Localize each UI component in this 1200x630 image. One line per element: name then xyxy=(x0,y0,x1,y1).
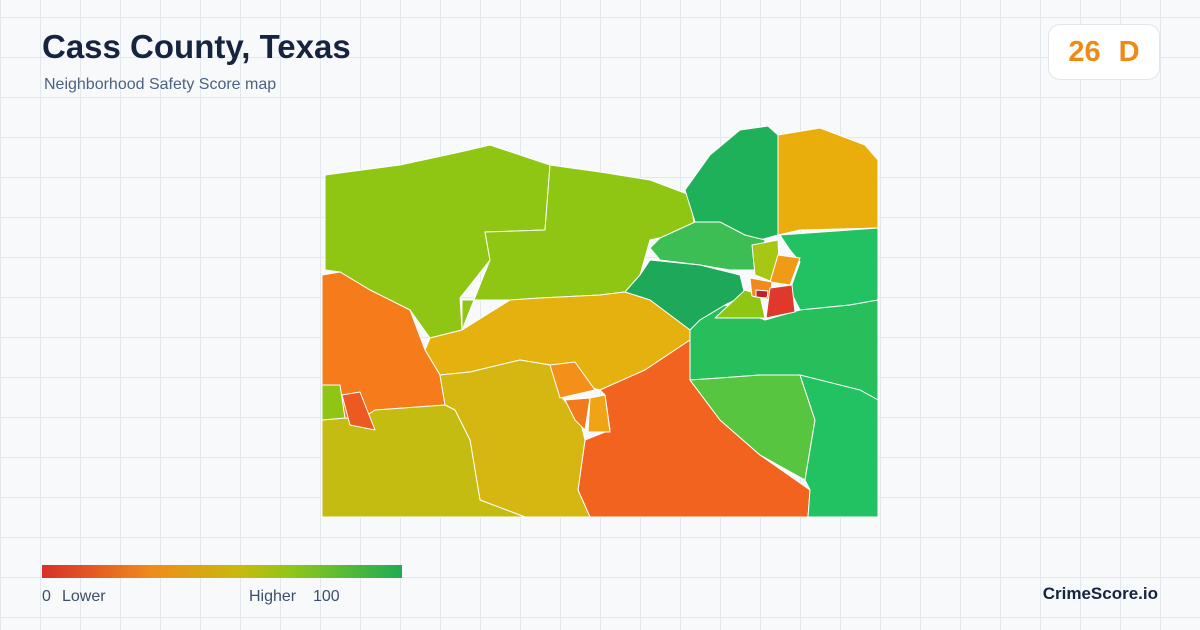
region xyxy=(564,397,591,431)
title: Cass County, Texas xyxy=(42,28,351,65)
region xyxy=(755,289,769,299)
region xyxy=(587,394,611,433)
region xyxy=(549,361,596,399)
legend-min: 0 xyxy=(42,588,51,605)
subtitle: Neighborhood Safety Score map xyxy=(44,76,277,93)
legend-gradient xyxy=(42,565,402,578)
region xyxy=(799,374,879,518)
brand: CrimeScore.io xyxy=(1042,584,1158,603)
legend-min-label: Lower xyxy=(62,588,106,605)
region xyxy=(649,221,766,271)
score-badge: 26 D xyxy=(1048,24,1160,80)
score-grade: D xyxy=(1118,35,1140,68)
legend-max: 100 xyxy=(313,588,340,605)
region xyxy=(341,391,376,431)
legend-max-label: Higher xyxy=(249,588,297,605)
region xyxy=(321,384,346,421)
score-value: 26 xyxy=(1068,35,1101,68)
region xyxy=(777,127,879,236)
regions xyxy=(321,125,879,518)
region xyxy=(765,284,796,319)
